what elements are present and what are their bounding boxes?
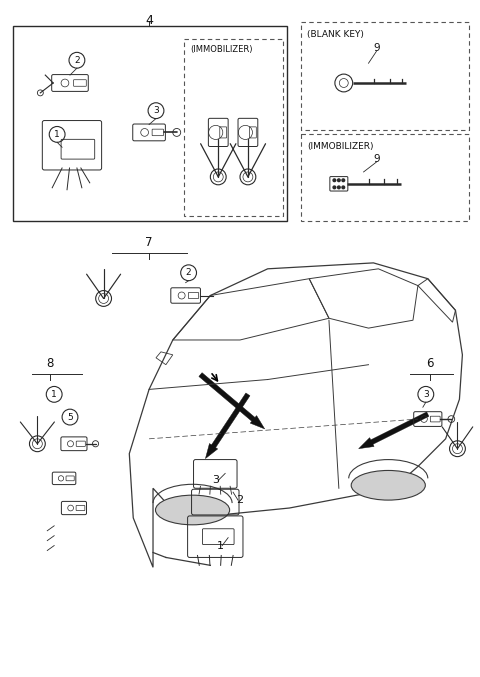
Text: 8: 8 — [47, 357, 54, 370]
Text: 4: 4 — [145, 14, 153, 27]
Text: 1: 1 — [217, 540, 224, 550]
Text: 2: 2 — [237, 495, 243, 505]
Text: 7: 7 — [145, 236, 153, 249]
Text: 9: 9 — [373, 154, 380, 164]
Text: (IMMOBILIZER): (IMMOBILIZER) — [191, 45, 253, 54]
Polygon shape — [205, 393, 250, 458]
Ellipse shape — [351, 471, 425, 500]
Text: 6: 6 — [426, 357, 433, 370]
Bar — [301, 22, 469, 131]
Text: 5: 5 — [67, 412, 73, 422]
Text: (BLANK KEY): (BLANK KEY) — [307, 30, 364, 39]
Text: 2: 2 — [74, 56, 80, 65]
Circle shape — [337, 186, 340, 189]
Bar — [12, 26, 288, 221]
Polygon shape — [199, 373, 264, 429]
Circle shape — [342, 186, 345, 189]
Text: 3: 3 — [423, 390, 429, 399]
Text: (IMMOBILIZER): (IMMOBILIZER) — [307, 142, 374, 151]
Text: 3: 3 — [153, 106, 159, 115]
Circle shape — [337, 179, 340, 181]
Text: 9: 9 — [373, 43, 380, 53]
Circle shape — [333, 179, 336, 181]
Ellipse shape — [156, 495, 229, 525]
Text: 1: 1 — [51, 390, 57, 399]
Circle shape — [333, 186, 336, 189]
Text: 1: 1 — [54, 130, 60, 139]
Circle shape — [342, 179, 345, 181]
Bar — [301, 135, 469, 221]
Text: 3: 3 — [212, 475, 219, 485]
Bar — [184, 39, 283, 217]
Polygon shape — [359, 412, 429, 449]
Text: 2: 2 — [186, 268, 192, 278]
